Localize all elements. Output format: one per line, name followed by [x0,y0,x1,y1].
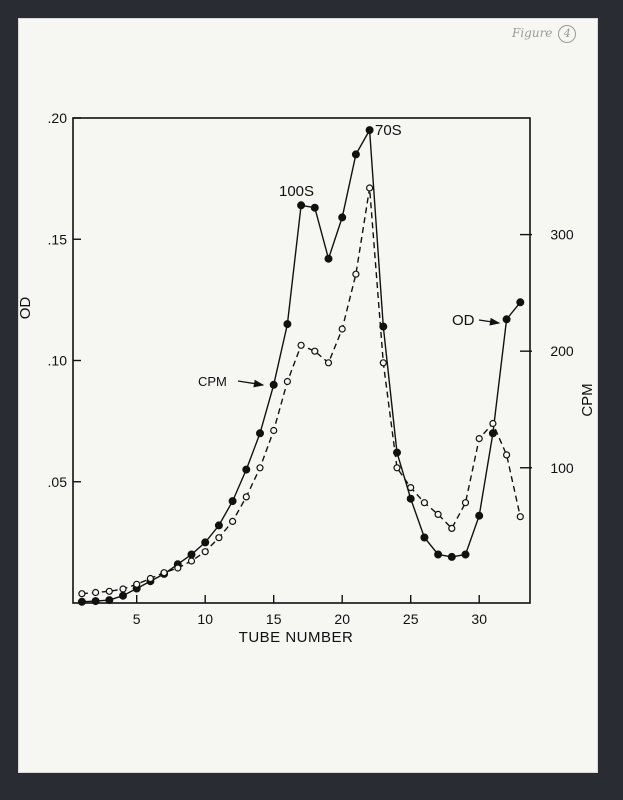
cpm-data-point [201,548,209,556]
cpm-data-point [516,513,524,521]
cpm-data-point [242,493,250,501]
od-data-point [118,591,127,600]
x-tick-label: 5 [133,611,141,627]
od-data-point [187,550,196,559]
cpm-data-point [352,270,360,278]
od-data-point [283,320,292,329]
figure-note-label: Figure [512,26,553,40]
od-series-line [81,127,521,603]
cpm-data-point [393,464,401,472]
x-tick-label: 10 [197,611,213,627]
cpm-data-point [503,451,511,459]
od-data-point [393,448,402,457]
cpm-data-point [283,377,291,386]
cpm-data-point [475,435,483,443]
cpm-data-point [174,564,182,572]
od-data-point [338,213,347,222]
y-tick-label: .05 [48,474,68,490]
y-tick-label: .20 [48,110,68,126]
cpm-data-point [187,557,196,565]
annotation-cpm: CPM [198,374,227,389]
cpm-data-point [338,325,346,333]
y2-tick-label: 100 [550,460,574,476]
cpm-series-line [81,187,521,595]
od-data-point [434,550,443,559]
y-tick-label: .10 [48,353,68,369]
x-axis-label: TUBE NUMBER [239,629,354,646]
od-data-point [77,597,86,606]
x-tick-label: 20 [334,611,350,627]
cpm-data-point [160,569,168,577]
x-tick-label: 15 [266,611,282,627]
cpm-data-point [407,484,415,492]
od-data-point [365,126,374,135]
figure-number: 4 [558,25,577,43]
cpm-data-point [434,510,442,519]
annotation-od: OD [452,312,475,329]
cpm-arrow [237,379,265,388]
cpm-data-point [461,499,470,507]
cpm-data-point [489,419,497,428]
od-data-point [91,597,100,606]
cpm-data-point [105,587,113,595]
od-data-point [475,511,484,520]
od-data-point [310,203,319,212]
od-data-point [269,380,278,389]
y-axis-label: OD [17,297,34,320]
cpm-data-point [311,347,319,355]
cpm-data-point [215,534,223,542]
od-data-point [502,315,511,324]
annotation-100s: 100S [279,183,314,200]
od-arrow [478,317,501,326]
od-data-point [488,429,497,438]
od-data-point [228,497,237,506]
od-data-point [406,494,415,503]
cpm-data-point [324,359,333,367]
cpm-data-point [119,585,127,593]
od-data-point [420,533,429,542]
y-tick-label: .15 [48,231,68,247]
od-data-point [201,538,210,547]
od-data-point [242,465,251,474]
cpm-data-point [366,184,374,192]
y2-tick-label: 300 [550,227,574,243]
od-data-point [105,596,114,605]
y2-axis-label: CPM [579,383,596,416]
x-tick-label: 30 [471,611,487,627]
cpm-data-point [379,359,387,367]
od-data-point [447,552,456,561]
cpm-data-point [270,426,278,435]
y2-tick-label: 200 [550,343,574,359]
cpm-data-point [133,580,141,588]
cpm-data-point [91,588,100,597]
cpm-data-point [256,464,264,472]
cpm-data-point [146,574,154,583]
cpm-data-point [448,524,456,533]
cpm-data-point [420,499,428,507]
cpm-data-point [78,590,86,598]
od-data-point [256,429,265,438]
cpm-data-point [297,341,305,349]
od-data-point [461,550,470,559]
x-tick-label: 25 [403,611,419,627]
od-data-point [379,322,388,331]
od-data-point [351,150,360,159]
od-data-point [324,254,333,263]
od-data-point [214,521,223,530]
figure-note: Figure 4 [512,25,577,43]
annotation-70s: 70S [375,122,402,139]
cpm-data-point [229,517,237,526]
od-data-point [516,298,525,307]
od-data-point [297,201,306,210]
paper-sheet [18,18,598,773]
